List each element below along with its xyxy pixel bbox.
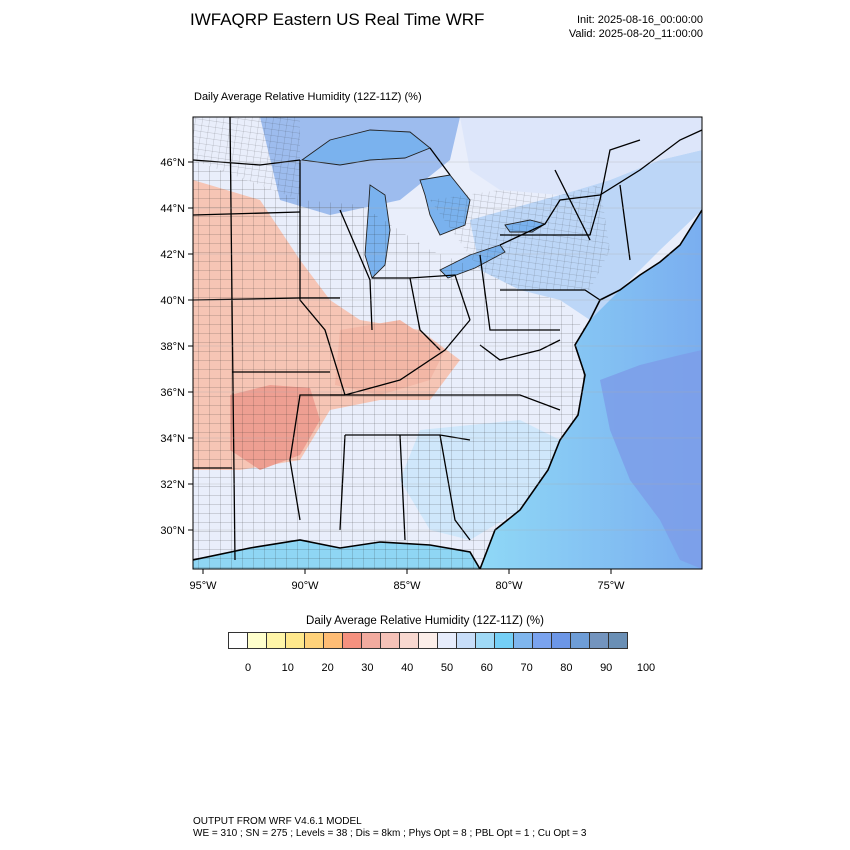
colorbar-swatch	[229, 632, 248, 649]
colorbar-swatch	[362, 632, 381, 649]
gulf-coastline	[193, 539, 481, 569]
init-time: Init: 2025-08-16_00:00:00	[577, 14, 703, 26]
lon-label: 85°W	[393, 580, 421, 592]
plot-title: Daily Average Relative Humidity (12Z-11Z…	[194, 91, 422, 103]
relative-humidity-map: 46°N 44°N 42°N 40°N 38°N 36°N 34°N 32°N …	[160, 116, 703, 592]
lat-label: 36°N	[160, 387, 185, 399]
colorbar-swatch	[419, 632, 438, 649]
colorbar-swatch	[476, 632, 495, 649]
colorbar-tick-label: 70	[520, 662, 533, 674]
model-footer: OUTPUT FROM WRF V4.6.1 MODEL WE = 310 ; …	[193, 816, 586, 840]
colorbar-swatch	[457, 632, 476, 649]
colorbar-title: Daily Average Relative Humidity (12Z-11Z…	[306, 615, 544, 627]
chart-title: IWFAQRP Eastern US Real Time WRF	[190, 10, 485, 29]
map-frame	[192, 116, 703, 570]
footer-config-line: WE = 310 ; SN = 275 ; Levels = 38 ; Dis …	[193, 828, 587, 839]
lat-label: 42°N	[160, 249, 185, 261]
lon-label: 95°W	[189, 580, 217, 592]
colorbar-tick-label: 80	[560, 662, 573, 674]
colorbar-swatch	[286, 632, 305, 649]
lat-label: 44°N	[160, 203, 185, 215]
lat-lon-grid	[193, 161, 702, 531]
canada-border	[193, 129, 702, 246]
colorbar-labels: 0 10 20 30 40 50 60 70 80 90 100	[228, 662, 668, 678]
longitude-ticks	[202, 569, 612, 574]
lat-label: 32°N	[160, 479, 185, 491]
colorbar-swatch	[248, 632, 267, 649]
colorbar-swatch	[609, 632, 628, 649]
colorbar-swatch	[438, 632, 457, 649]
run-times: Init: 2025-08-16_00:00:00 Valid: 2025-08…	[569, 13, 703, 41]
colorbar-tick-label: 60	[480, 662, 493, 674]
lon-label: 75°W	[597, 580, 625, 592]
colorbar-swatch	[324, 632, 343, 649]
valid-time: Valid: 2025-08-20_11:00:00	[568, 28, 703, 40]
atlantic-coastline	[479, 209, 702, 569]
lat-label: 46°N	[160, 157, 185, 169]
colorbar-tick-label: 40	[401, 662, 414, 674]
colorbar-swatch	[400, 632, 419, 649]
colorbar-tick-label: 0	[244, 662, 252, 674]
colorbar-tick-label: 50	[440, 662, 454, 674]
lon-label: 80°W	[495, 580, 523, 592]
lon-label: 90°W	[291, 580, 319, 592]
colorbar-tick-label: 90	[600, 662, 613, 674]
colorbar-tick-label: 30	[361, 662, 374, 674]
canada-moist-zone	[460, 117, 702, 195]
lat-label: 30°N	[160, 525, 185, 537]
deep-ocean-zone	[600, 350, 702, 569]
colorbar	[228, 632, 628, 649]
colorbar-swatch	[305, 632, 324, 649]
colorbar-swatch	[552, 632, 571, 649]
colorbar-swatch	[571, 632, 590, 649]
colorbar-swatch	[533, 632, 552, 649]
colorbar-swatch	[267, 632, 286, 649]
colorbar-swatch	[514, 632, 533, 649]
colorbar-tick-label: 20	[321, 662, 334, 674]
footer-model-line: OUTPUT FROM WRF V4.6.1 MODEL	[193, 816, 362, 827]
colorbar-swatch	[495, 632, 514, 649]
colorbar-tick-label: 100	[636, 662, 656, 674]
colorbar-swatch	[381, 632, 400, 649]
lat-label: 40°N	[160, 295, 185, 307]
lat-label: 34°N	[160, 433, 185, 445]
colorbar-tick-label: 10	[281, 662, 294, 674]
colorbar-swatch	[590, 632, 609, 649]
latitude-ticks	[188, 161, 193, 531]
lat-label: 38°N	[160, 341, 185, 353]
colorbar-swatch	[343, 632, 362, 649]
